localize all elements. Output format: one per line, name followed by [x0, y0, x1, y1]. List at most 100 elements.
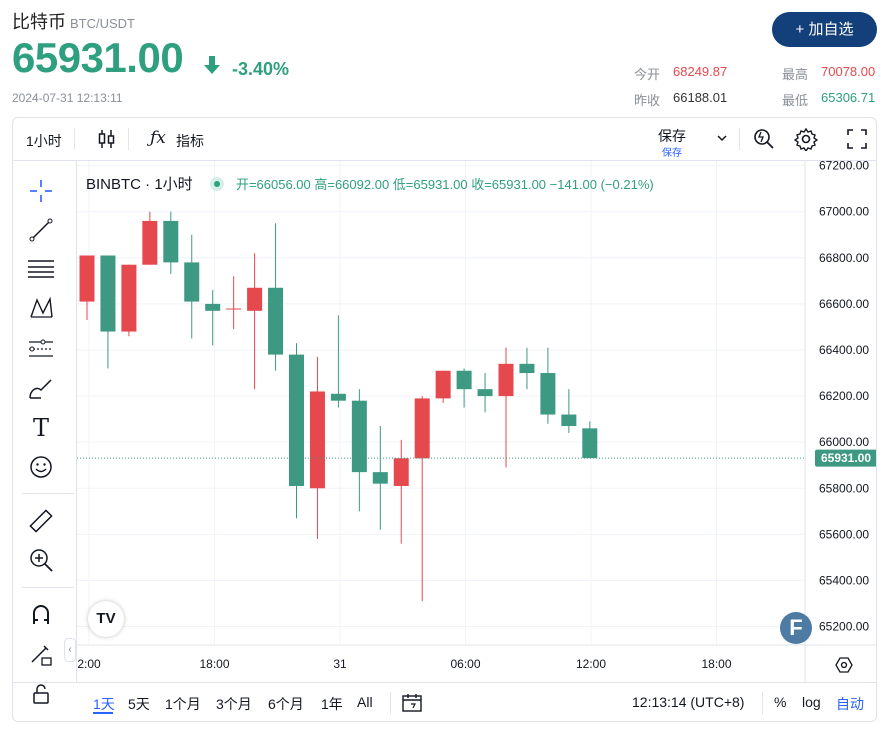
candle-body: [414, 398, 430, 459]
candle: [540, 347, 556, 424]
chart-legend: BINBTC · 1小时 开=66056.00 高=66092.00 低=659…: [86, 173, 654, 194]
magnet-icon[interactable]: [26, 600, 56, 630]
interval-button[interactable]: 1小时: [26, 133, 62, 149]
toolbar-divider: [12, 160, 877, 161]
candle: [226, 276, 242, 330]
market-status-icon: [210, 177, 225, 191]
legend-ohlc: 开=66056.00 高=66092.00 低=65931.00 收=65931…: [235, 177, 654, 192]
price-tick-label: 66800.00: [819, 251, 869, 265]
candle: [79, 255, 95, 321]
tradingview-logo-icon[interactable]: TV: [88, 601, 124, 637]
high-value: 70078.00: [821, 64, 876, 79]
candle: [142, 211, 158, 265]
crosshair-icon[interactable]: [26, 176, 56, 206]
candle-body: [163, 220, 179, 263]
candle: [372, 426, 388, 530]
last-price-marker: [815, 449, 876, 467]
lock-icon[interactable]: [26, 679, 56, 709]
fib-lines-icon[interactable]: [26, 254, 56, 284]
add-watchlist-button[interactable]: + 加自选: [772, 12, 877, 47]
brush-icon[interactable]: [26, 374, 56, 404]
emoji-icon[interactable]: [26, 452, 56, 482]
prev-close-value: 66188.01: [673, 90, 728, 105]
time-axis: 2:00 18:00 31 06:00 12:00 18:00: [77, 657, 732, 671]
candle-body: [477, 389, 493, 397]
price-axis: 67200.00 67000.00 66800.00 66600.00 66400.00…: [819, 161, 869, 634]
candle: [268, 223, 284, 371]
price-tick-label: 65200.00: [819, 620, 869, 634]
chevron-down-icon[interactable]: [716, 134, 728, 142]
high-label: 最高: [782, 67, 809, 82]
bottom-divider: [12, 682, 877, 683]
text-tool-icon[interactable]: T: [32, 414, 49, 442]
ruler-icon[interactable]: [26, 506, 56, 536]
range-all[interactable]: All: [357, 694, 373, 710]
price-chart[interactable]: 67200.00 67000.00 66800.00 66600.00 66400.00…: [77, 161, 876, 682]
candle-body: [205, 303, 221, 311]
last-price-label: 65931.00: [821, 451, 871, 465]
zoom-in-icon[interactable]: [26, 545, 56, 575]
price-tick-label: 67000.00: [819, 205, 869, 219]
chart-grid: [77, 161, 805, 645]
candle: [289, 343, 304, 519]
quick-search-icon[interactable]: [752, 127, 776, 151]
pattern-icon[interactable]: [26, 293, 56, 323]
toolbar-separator: [128, 128, 129, 150]
range-1d[interactable]: 1天: [93, 696, 115, 712]
price-tick-label: 66400.00: [819, 343, 869, 357]
price-tick-label: 66200.00: [819, 389, 869, 403]
range-6m[interactable]: 6个月: [268, 696, 304, 712]
candle: [519, 347, 535, 390]
fullscreen-icon[interactable]: [846, 128, 868, 150]
candle: [309, 356, 325, 539]
range-1m[interactable]: 1个月: [165, 696, 201, 712]
low-value: 65306.71: [821, 90, 876, 105]
candle: [184, 234, 200, 339]
toolbar-separator: [74, 128, 75, 150]
candle-body: [456, 370, 472, 390]
range-1y[interactable]: 1年: [321, 696, 343, 712]
candle: [393, 439, 409, 544]
collapse-sidebar-button[interactable]: ‹: [64, 638, 76, 662]
candle-body: [309, 391, 325, 489]
candle: [477, 373, 493, 413]
time-tick-label: 12:00: [576, 657, 606, 671]
open-label: 今开: [634, 67, 661, 82]
candlestick-series: [79, 211, 598, 602]
log-toggle[interactable]: log: [802, 694, 821, 710]
time-tick-label: 2:00: [77, 657, 101, 671]
settings-gear-icon[interactable]: [794, 127, 818, 151]
range-3m[interactable]: 3个月: [216, 696, 252, 712]
clock-timezone[interactable]: 12:13:14 (UTC+8): [632, 694, 745, 710]
candle: [351, 389, 367, 512]
save-sublabel: 保存: [662, 148, 682, 159]
save-button[interactable]: 保存 保存: [658, 126, 686, 159]
draw-lock-icon[interactable]: [26, 640, 56, 670]
percent-toggle[interactable]: %: [774, 694, 787, 710]
range-5d[interactable]: 5天: [128, 696, 150, 712]
candle-body: [498, 363, 514, 397]
goto-date-icon[interactable]: [401, 692, 425, 714]
candles-icon[interactable]: [98, 128, 116, 150]
candle-body: [330, 393, 346, 401]
candle-body: [247, 287, 263, 311]
auto-toggle[interactable]: 自动: [836, 696, 864, 712]
candle-body: [142, 220, 158, 265]
price-tick-label: 66600.00: [819, 297, 869, 311]
time-tick-label: 18:00: [701, 657, 731, 671]
quote-datetime: 2024-07-31 12:13:11: [12, 91, 123, 105]
candle-body: [393, 458, 409, 486]
candle-body: [435, 370, 451, 399]
trend-line-icon[interactable]: [26, 215, 56, 245]
price-tick-label: 65400.00: [819, 573, 869, 587]
candle: [330, 315, 346, 408]
candle: [163, 211, 179, 274]
candle-body: [540, 373, 556, 415]
price-tick-label: 66000.00: [819, 435, 869, 449]
candle-body: [289, 354, 304, 486]
indicators-button[interactable]: 指标: [176, 133, 204, 149]
candle-body: [121, 264, 137, 332]
prediction-icon[interactable]: [26, 334, 56, 364]
fx-icon[interactable]: ƒx: [150, 128, 166, 148]
candle-body: [561, 414, 577, 427]
